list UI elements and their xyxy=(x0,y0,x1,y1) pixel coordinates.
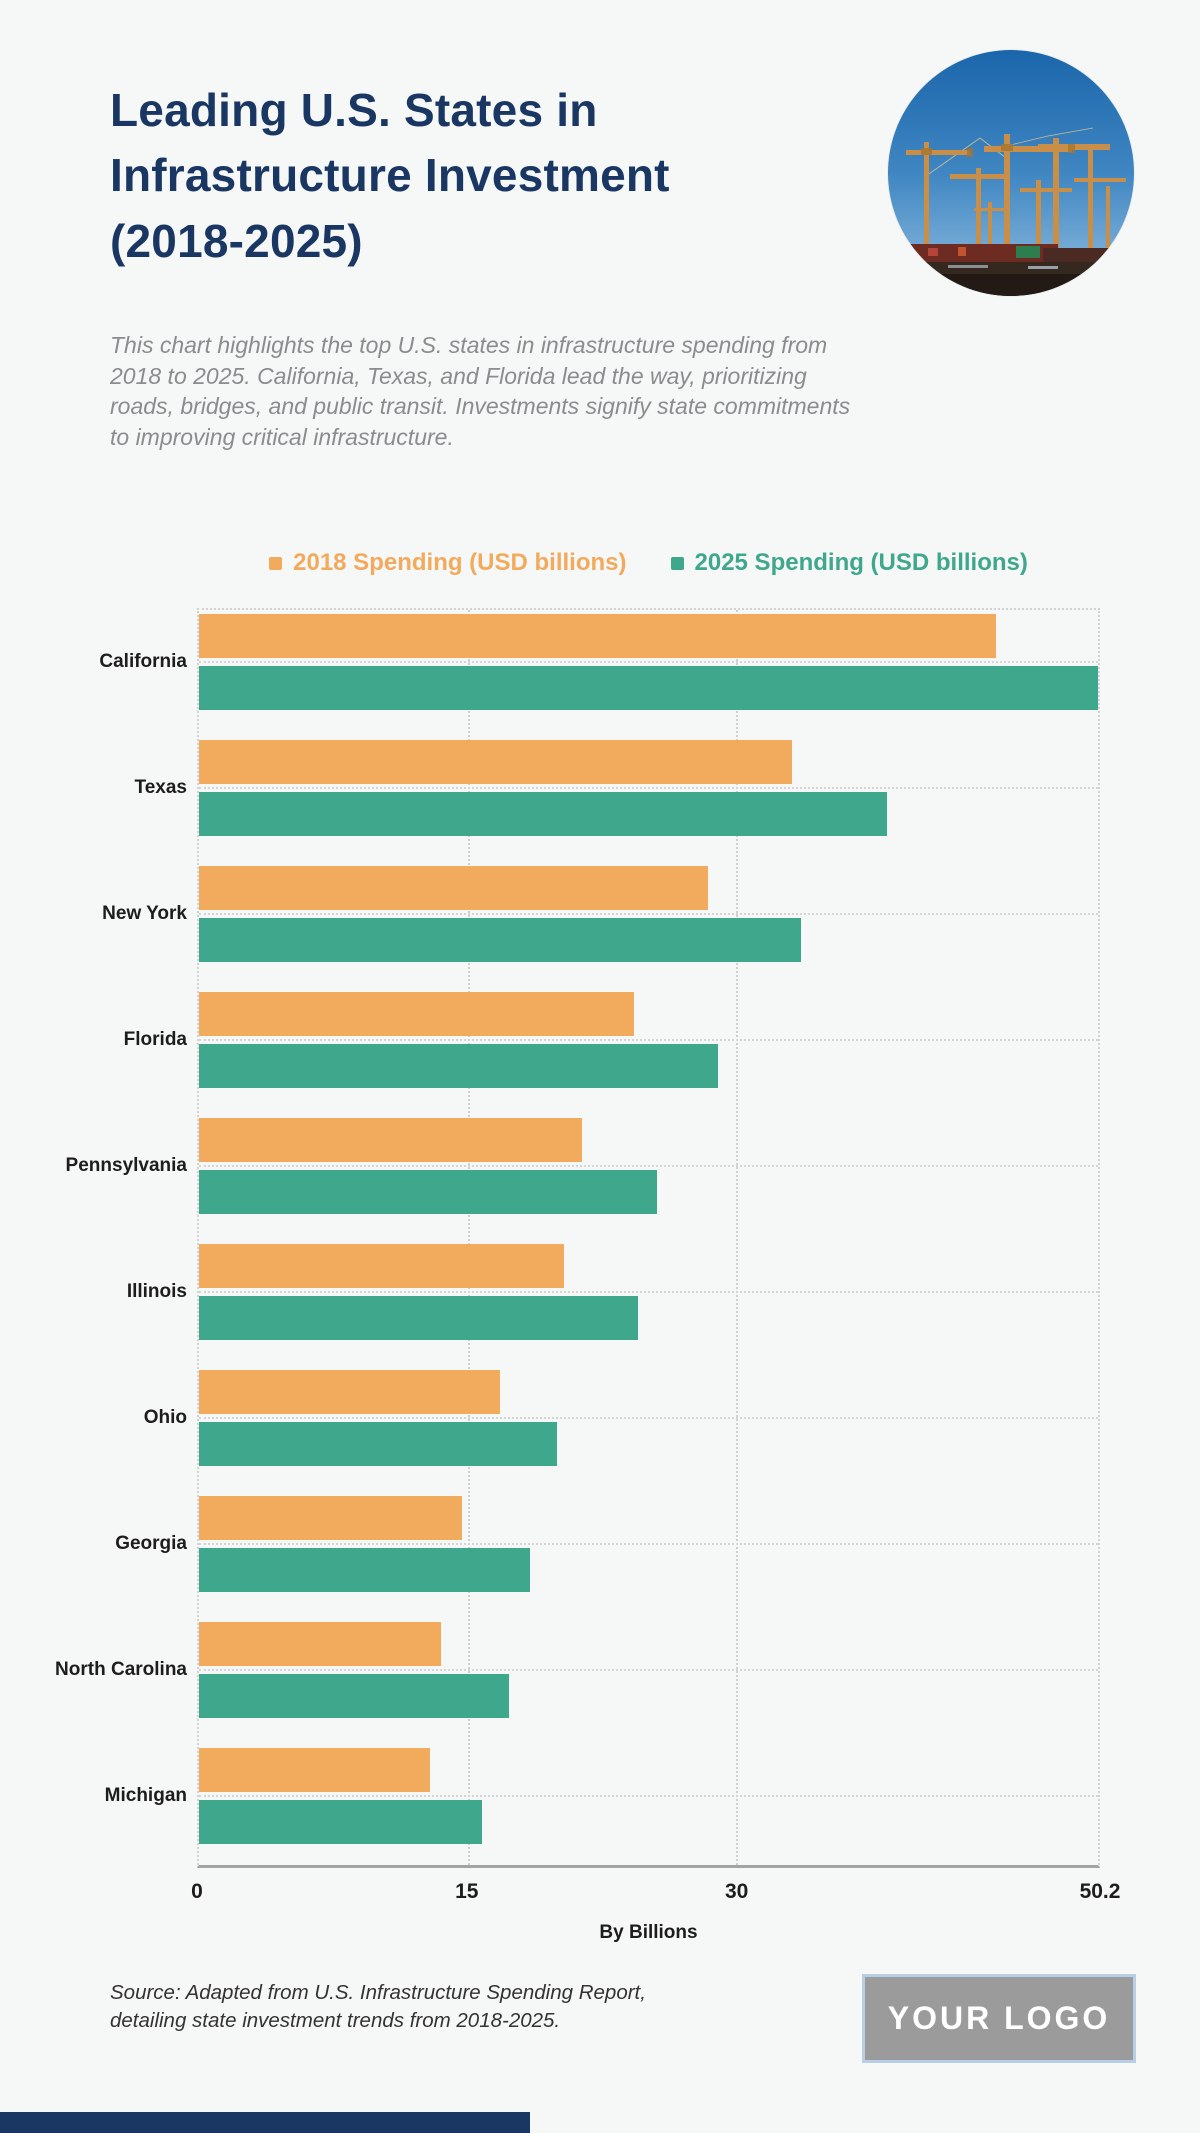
x-tick-label: 30 xyxy=(724,1880,749,1903)
legend-item-2025: 2025 Spending (USD billions) xyxy=(670,549,1028,577)
bar-2025 xyxy=(199,1422,558,1466)
bar-2025 xyxy=(199,1674,509,1718)
chart-legend: 2018 Spending (USD billions) 2025 Spendi… xyxy=(197,549,1100,577)
x-tick-label: 50.2 xyxy=(1079,1880,1121,1903)
chart-row: Michigan xyxy=(105,1744,1098,1870)
title-line-2: Infrastructure Investment xyxy=(110,149,670,202)
chart-row: Illinois xyxy=(127,1240,1098,1366)
category-label: North Carolina xyxy=(55,1659,187,1680)
source-note: Source: Adapted from U.S. Infrastructure… xyxy=(110,1979,750,2034)
source-line-2: detailing state investment trends from 2… xyxy=(110,2008,561,2032)
page-title: Leading U.S. States in Infrastructure In… xyxy=(110,78,830,274)
bar-2018 xyxy=(199,1118,583,1162)
bar-2025 xyxy=(199,918,801,962)
chart-row: New York xyxy=(102,862,1098,988)
category-label: Pennsylvania xyxy=(65,1155,187,1176)
x-axis-title: By Billions xyxy=(599,1922,698,1943)
x-tick-label: 0 xyxy=(191,1880,203,1903)
category-label: Georgia xyxy=(115,1533,187,1554)
chart-row: California xyxy=(99,610,1098,736)
chart-row: Georgia xyxy=(115,1492,1098,1618)
category-gridline xyxy=(199,1669,1098,1671)
vertical-gridline xyxy=(467,610,470,1865)
bar-2025 xyxy=(199,1296,638,1340)
legend-swatch-2018-icon xyxy=(269,556,283,570)
category-gridline xyxy=(199,787,1098,789)
footer-accent-bar xyxy=(0,2112,530,2133)
chart-row: North Carolina xyxy=(55,1618,1098,1744)
construction-cranes-photo xyxy=(888,50,1134,296)
bar-2025 xyxy=(199,1170,658,1214)
category-label: New York xyxy=(102,903,187,924)
x-axis: 0 15 30 50.2 xyxy=(191,1880,1120,1910)
bar-2018 xyxy=(199,1622,441,1666)
chart-row: Pennsylvania xyxy=(66,1114,1098,1240)
x-tick-label: 15 xyxy=(455,1880,479,1903)
category-gridline xyxy=(199,1543,1098,1545)
title-line-1: Leading U.S. States in xyxy=(110,84,598,136)
category-gridline xyxy=(199,913,1098,915)
bar-2025 xyxy=(199,792,887,836)
bar-2018 xyxy=(199,740,792,784)
bar-2025 xyxy=(199,1044,719,1088)
chart-row: Ohio xyxy=(144,1366,1098,1492)
source-line-1: Source: Adapted from U.S. Infrastructure… xyxy=(110,1981,646,2004)
chart-row: Florida xyxy=(124,988,1098,1114)
bar-2018 xyxy=(199,614,996,658)
category-label: Texas xyxy=(134,777,187,798)
bar-2018 xyxy=(199,1370,500,1414)
logo-placeholder: YOUR LOGO xyxy=(862,1974,1136,2063)
category-gridline xyxy=(199,1039,1098,1041)
bar-2025 xyxy=(199,1548,531,1592)
category-gridline xyxy=(199,661,1098,663)
legend-item-2018: 2018 Spending (USD billions) xyxy=(269,549,627,577)
chart-description: This chart highlights the top U.S. state… xyxy=(110,332,851,450)
bar-2018 xyxy=(199,992,635,1036)
logo-text: YOUR LOGO xyxy=(887,2000,1111,2036)
category-label: California xyxy=(99,651,187,672)
bar-2025 xyxy=(199,1800,482,1844)
bar-2018 xyxy=(199,1496,463,1540)
category-gridline xyxy=(199,1417,1098,1419)
bar-2025 xyxy=(199,666,1098,710)
category-label: Ohio xyxy=(143,1407,187,1428)
legend-swatch-2025-icon xyxy=(670,556,684,570)
legend-label-2025: 2025 Spending (USD billions) xyxy=(694,549,1028,576)
bar-2018 xyxy=(199,1244,565,1288)
title-line-3: (2018-2025) xyxy=(110,214,363,267)
category-label: Michigan xyxy=(104,1785,187,1806)
legend-label-2018: 2018 Spending (USD billions) xyxy=(293,549,627,576)
category-gridline xyxy=(199,1291,1098,1293)
category-label: Illinois xyxy=(126,1281,187,1302)
plot-area: California Texas New York Florida Pennsylvan… xyxy=(55,608,1100,1870)
chart-row: Texas xyxy=(135,736,1098,862)
category-gridline xyxy=(199,1795,1098,1797)
bar-2018 xyxy=(199,1748,431,1792)
vertical-gridline xyxy=(736,610,739,1865)
bar-2018 xyxy=(199,866,708,910)
category-gridline xyxy=(199,1165,1098,1167)
category-label: Florida xyxy=(123,1029,187,1050)
